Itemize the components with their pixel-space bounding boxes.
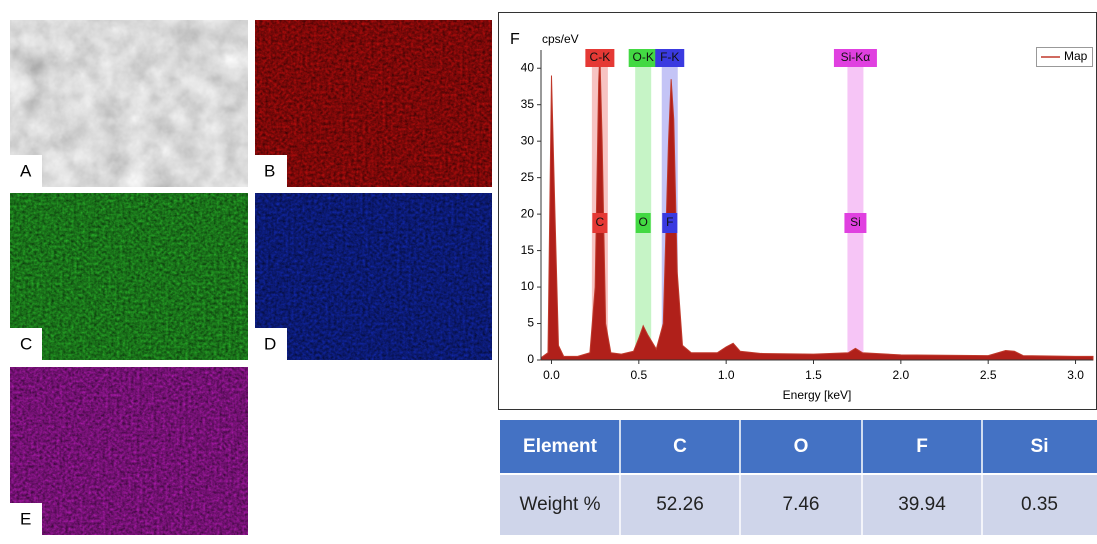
table-cell: 52.26 bbox=[656, 494, 704, 515]
label-bg bbox=[255, 155, 287, 187]
map-d bbox=[255, 193, 492, 360]
element-short-bg bbox=[844, 213, 867, 233]
table-cell: 0.35 bbox=[1021, 494, 1058, 515]
y-tick-label: 20 bbox=[521, 206, 535, 220]
panel-label: A bbox=[20, 161, 32, 180]
x-tick-label: 2.0 bbox=[893, 368, 910, 382]
x-tick-label: 1.5 bbox=[805, 368, 822, 382]
element-short-bg bbox=[662, 213, 678, 233]
map-e bbox=[10, 367, 248, 535]
x-tick-label: 0.5 bbox=[630, 368, 647, 382]
x-tick-label: 0.0 bbox=[543, 368, 560, 382]
y-tick-label: 30 bbox=[521, 133, 535, 147]
element-short: O bbox=[639, 215, 648, 229]
x-tick-label: 2.5 bbox=[980, 368, 997, 382]
y-tick-label: 15 bbox=[521, 243, 535, 257]
micrograph-a bbox=[10, 20, 248, 187]
y-tick-label: 25 bbox=[521, 170, 535, 184]
map-c bbox=[10, 193, 248, 360]
element-label-bg bbox=[628, 49, 658, 67]
element-short: F bbox=[666, 215, 673, 229]
table-header-cell: F bbox=[916, 436, 928, 457]
element-short: Si bbox=[850, 215, 861, 229]
table-header-cell: O bbox=[794, 436, 809, 457]
panel-label: F bbox=[510, 31, 520, 48]
legend-label: Map bbox=[1064, 49, 1088, 63]
panel-label: E bbox=[20, 509, 31, 528]
y-tick-label: 40 bbox=[521, 60, 535, 74]
x-tick-label: 3.0 bbox=[1067, 368, 1084, 382]
table: Element C O F Si Weight % 52.26 7.46 39.94 0.35 bbox=[500, 420, 1097, 535]
element-short-bg bbox=[592, 213, 608, 233]
y-tick-label: 0 bbox=[527, 352, 534, 366]
chart-frame bbox=[498, 12, 1097, 410]
legend-box bbox=[1036, 47, 1093, 67]
x-axis-label: Energy [keV] bbox=[783, 388, 852, 402]
y-tick-label: 10 bbox=[521, 279, 535, 293]
label-bg bbox=[10, 155, 42, 187]
element-label-bg bbox=[655, 49, 685, 67]
table-cell: Weight % bbox=[520, 494, 601, 515]
element-label: C-K bbox=[590, 50, 611, 64]
table-header-cell: C bbox=[673, 436, 687, 457]
y-tick-label: 5 bbox=[527, 316, 534, 330]
element-label-bg bbox=[585, 49, 615, 67]
element-label: Si-Kα bbox=[841, 50, 871, 64]
element-label: O-K bbox=[633, 50, 654, 64]
table-header-bg bbox=[500, 420, 1097, 474]
element-short: C bbox=[596, 215, 605, 229]
table-cell: 7.46 bbox=[783, 494, 820, 515]
element-short-bg bbox=[635, 213, 651, 233]
label-bg bbox=[10, 503, 42, 535]
map-b bbox=[255, 20, 492, 187]
spectrum-area bbox=[540, 53, 1094, 361]
element-band bbox=[847, 50, 864, 360]
table-header-cell: Si bbox=[1031, 436, 1049, 457]
label-bg bbox=[10, 328, 42, 360]
label-bg bbox=[255, 328, 287, 360]
y-tick-label: 35 bbox=[521, 97, 535, 111]
element-band bbox=[635, 50, 652, 360]
table-row-bg bbox=[500, 474, 1097, 535]
element-label: F-K bbox=[660, 50, 679, 64]
y-axis-label: cps/eV bbox=[542, 32, 579, 46]
table-header-cell: Element bbox=[523, 436, 598, 457]
panel-label: C bbox=[20, 334, 32, 353]
panel-label: B bbox=[264, 161, 275, 180]
element-label-bg bbox=[833, 49, 877, 67]
x-tick-label: 1.0 bbox=[718, 368, 735, 382]
panel-label: D bbox=[264, 334, 276, 353]
table-cell: 39.94 bbox=[898, 494, 946, 515]
